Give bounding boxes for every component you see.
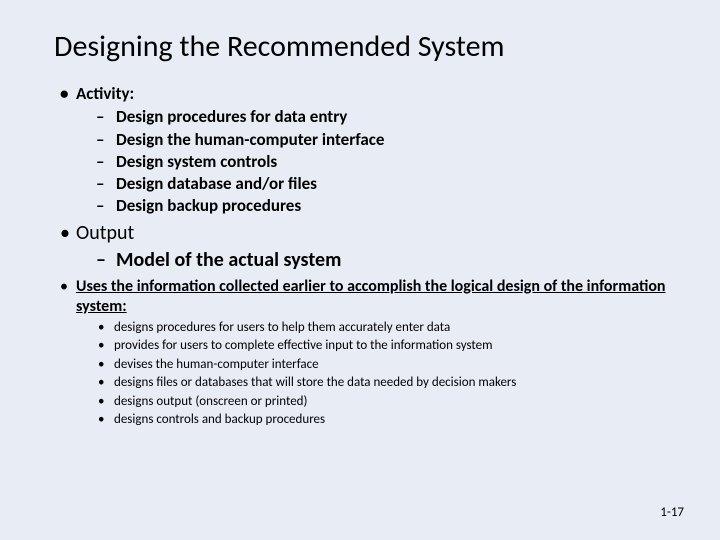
section1-item: – Design the human-computer interface <box>96 129 680 150</box>
section3-heading: Uses the information collected earlier t… <box>76 277 680 317</box>
section2-heading-row: • Output <box>60 221 680 246</box>
section3-item-text: designs output (onscreen or printed) <box>114 393 307 411</box>
bullet-dot: • <box>98 337 114 355</box>
section2-heading: Output <box>76 221 134 246</box>
bullet-dot: • <box>60 83 76 104</box>
section3-item: • designs controls and backup procedures <box>98 411 680 429</box>
slide-container: Designing the Recommended System • Activ… <box>0 0 720 450</box>
bullet-dot: • <box>98 319 114 337</box>
section1-item-text: Design backup procedures <box>116 195 301 216</box>
section3-heading-row: • Uses the information collected earlier… <box>60 277 680 317</box>
section2-item: – Model of the actual system <box>96 248 680 273</box>
section1-item: – Design database and/or files <box>96 173 680 194</box>
section3-item-text: designs controls and backup procedures <box>114 411 325 429</box>
slide-title: Designing the Recommended System <box>54 28 680 65</box>
section3-item: • provides for users to complete effecti… <box>98 337 680 355</box>
section1-item: – Design procedures for data entry <box>96 106 680 127</box>
bullet-dash: – <box>96 195 116 216</box>
section3-item: • devises the human-computer interface <box>98 356 680 374</box>
page-number: 1-17 <box>660 505 684 520</box>
bullet-dash: – <box>96 106 116 127</box>
section1-item-text: Design system controls <box>116 151 277 172</box>
section3-item-text: provides for users to complete effective… <box>114 337 493 355</box>
section1-item: – Design backup procedures <box>96 195 680 216</box>
section1-item-text: Design database and/or files <box>116 173 317 194</box>
bullet-dot: • <box>98 374 114 392</box>
bullet-dot: • <box>98 393 114 411</box>
bullet-dot: • <box>98 356 114 374</box>
bullet-dash: – <box>96 173 116 194</box>
section1-item: – Design system controls <box>96 151 680 172</box>
section2-item-text: Model of the actual system <box>116 248 341 273</box>
section3-item: • designs procedures for users to help t… <box>98 319 680 337</box>
section3-item-text: devises the human-computer interface <box>114 356 319 374</box>
section1-heading: Activity: <box>76 83 134 104</box>
section1-heading-row: • Activity: <box>60 83 680 104</box>
bullet-dot: • <box>60 277 76 317</box>
bullet-dash: – <box>96 248 116 273</box>
section3-item: • designs files or databases that will s… <box>98 374 680 392</box>
section1-item-text: Design procedures for data entry <box>116 106 347 127</box>
section3-item-text: designs files or databases that will sto… <box>114 374 516 392</box>
bullet-dash: – <box>96 129 116 150</box>
bullet-dot: • <box>98 411 114 429</box>
section3-item: • designs output (onscreen or printed) <box>98 393 680 411</box>
section3-item-text: designs procedures for users to help the… <box>114 319 450 337</box>
bullet-dash: – <box>96 151 116 172</box>
section1-item-text: Design the human-computer interface <box>116 129 384 150</box>
bullet-dot: • <box>60 221 76 246</box>
